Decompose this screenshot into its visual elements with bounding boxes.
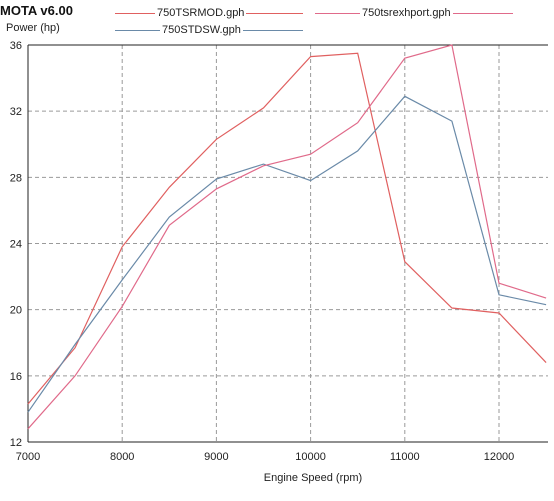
y-tick-2: 20 xyxy=(10,305,22,317)
y-tick-6: 36 xyxy=(10,40,22,52)
series-line-2 xyxy=(27,95,547,413)
series-lines xyxy=(27,44,547,430)
y-tick-0: 12 xyxy=(10,437,22,449)
x-tick-3: 10000 xyxy=(295,451,326,463)
x-tick-1: 8000 xyxy=(110,451,134,463)
y-tick-labels: 12 16 20 24 28 32 36 xyxy=(10,40,22,449)
y-tick-3: 24 xyxy=(10,239,22,251)
x-tick-4: 11000 xyxy=(390,451,420,463)
y-tick-5: 32 xyxy=(10,106,22,118)
axes xyxy=(27,44,548,443)
grid-lines xyxy=(28,45,548,442)
y-tick-1: 16 xyxy=(10,371,22,383)
x-tick-2: 9000 xyxy=(204,451,228,463)
legend-entry-3: 750tsrexhport.gph xyxy=(360,7,453,19)
x-tick-0: 7000 xyxy=(16,451,40,463)
y-tick-4: 28 xyxy=(10,172,22,184)
x-axis-label: Engine Speed (rpm) xyxy=(0,472,554,484)
series-line-1 xyxy=(27,52,547,405)
x-tick-labels: 7000 8000 9000 10000 11000 12000 xyxy=(16,451,515,463)
y-axis-label: Power (hp) xyxy=(6,22,60,34)
app-title: MOTA v6.00 xyxy=(0,3,73,18)
legend-entry-1: 750TSRMOD.gph xyxy=(155,7,247,19)
x-axis-label-text: Engine Speed (rpm) xyxy=(263,472,363,484)
series-line-3 xyxy=(27,44,547,430)
legend-entry-2: 750STDSW.gph xyxy=(160,24,243,36)
x-tick-5: 12000 xyxy=(484,451,515,463)
